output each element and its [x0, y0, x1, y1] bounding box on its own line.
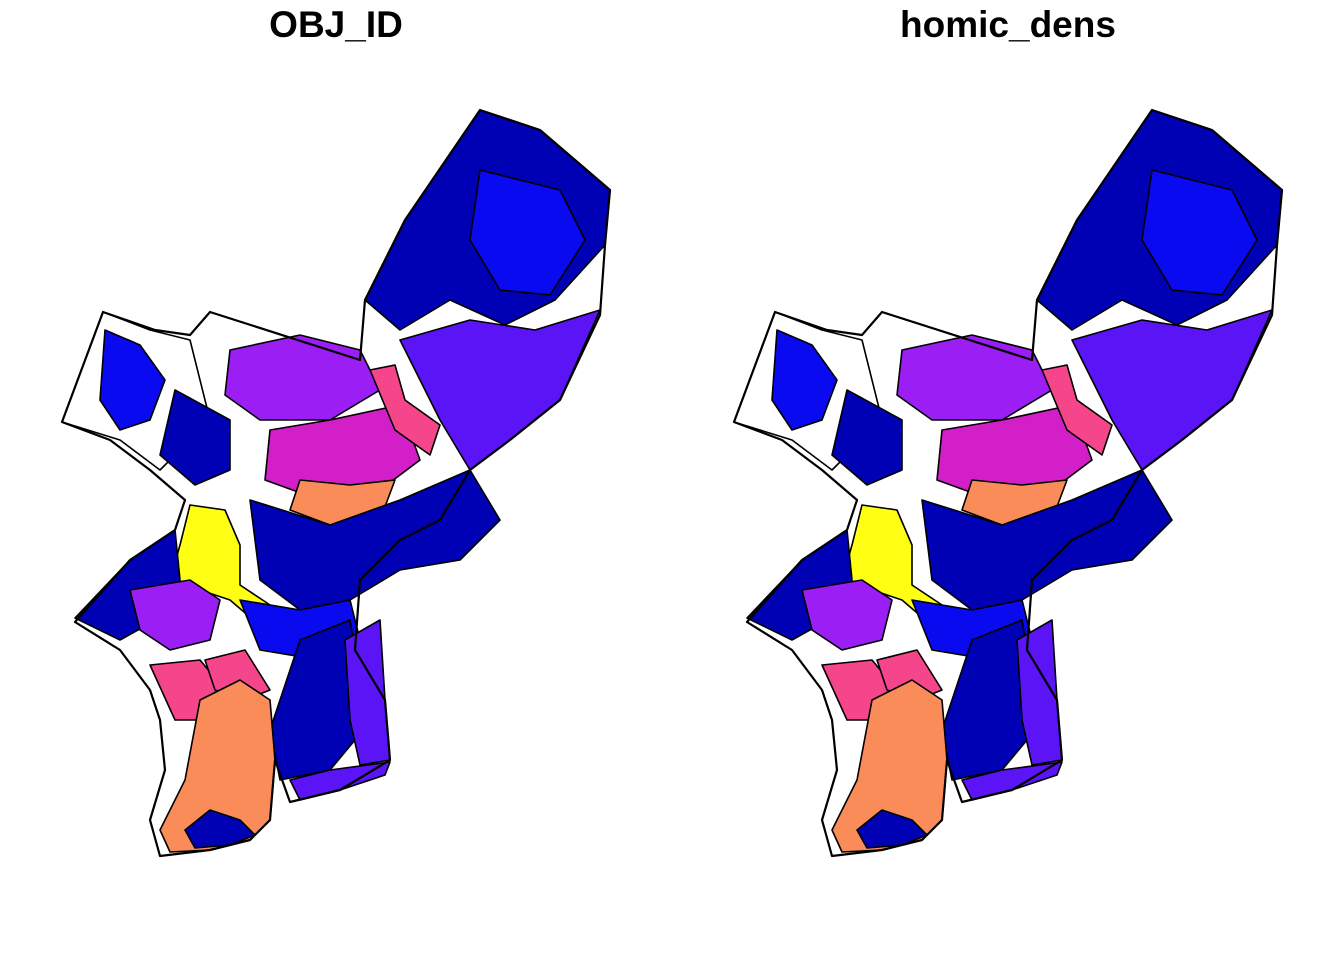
region-northwest-dark	[831, 389, 903, 486]
region-north-pink	[369, 364, 441, 456]
city-boundary	[60, 108, 612, 858]
panel-title: OBJ_ID	[269, 4, 403, 45]
region-northwest-blue	[99, 329, 166, 431]
city-boundary	[732, 108, 1284, 858]
region-center-dark	[249, 469, 501, 611]
region-west-purple	[129, 579, 221, 651]
region-west-purple	[801, 579, 893, 651]
region-center-dark	[921, 469, 1173, 611]
map-panel-obj-id: OBJ_ID	[60, 4, 612, 858]
region-north-purple	[896, 334, 1053, 421]
map-panel-homic-dens: homic_dens	[672, 0, 1344, 960]
choropleth-map	[60, 108, 612, 858]
panel-title: homic_dens	[900, 4, 1116, 45]
region-north-magenta	[936, 404, 1093, 501]
choropleth-map	[732, 108, 1284, 858]
region-northwest-dark	[159, 389, 231, 486]
region-north-pink	[1041, 364, 1113, 456]
region-northeast-blue	[469, 169, 586, 296]
region-north-purple	[224, 334, 381, 421]
region-northwest-blue	[771, 329, 838, 431]
region-north-magenta	[264, 404, 421, 501]
region-northeast-blue	[1141, 169, 1258, 296]
